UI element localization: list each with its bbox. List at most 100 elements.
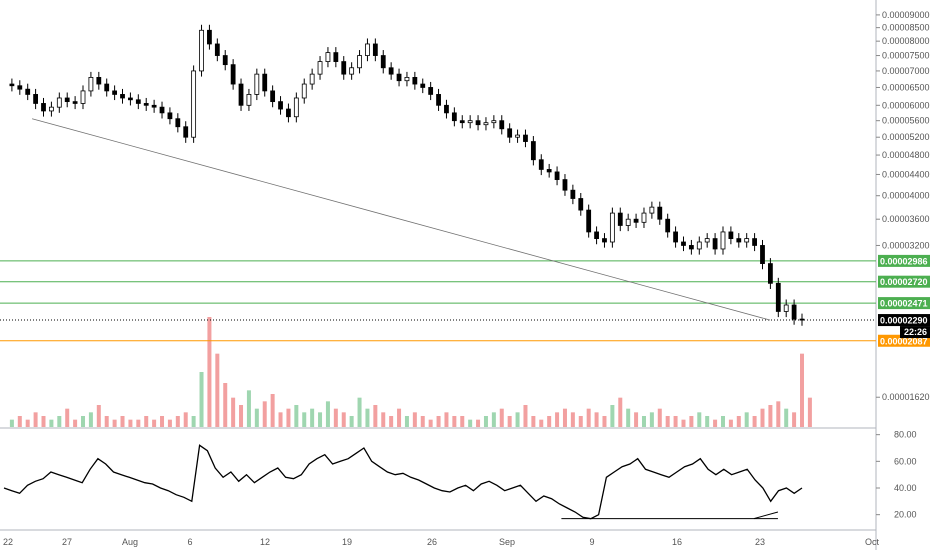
volume-bar bbox=[25, 419, 30, 427]
volume-bar bbox=[278, 412, 283, 427]
volume-bar bbox=[760, 408, 765, 427]
candle-body bbox=[175, 118, 181, 128]
candle-body bbox=[712, 238, 718, 250]
volume-bar bbox=[310, 408, 315, 427]
candle-body bbox=[151, 104, 157, 108]
volume-bar bbox=[460, 416, 465, 427]
volume-bar bbox=[389, 416, 394, 427]
candle-body bbox=[412, 76, 418, 85]
candle-body bbox=[41, 103, 46, 112]
candle-body bbox=[444, 104, 449, 114]
volume-bar bbox=[531, 416, 536, 427]
candle-body bbox=[665, 218, 671, 233]
volume-bar bbox=[17, 416, 22, 427]
candle-body bbox=[49, 106, 54, 112]
volume-bar bbox=[254, 408, 259, 427]
volume-bar bbox=[318, 412, 323, 427]
volume-bar bbox=[357, 397, 362, 427]
level-tag-bg bbox=[878, 297, 930, 310]
volume-bar bbox=[610, 405, 615, 427]
candle-body bbox=[159, 106, 165, 114]
volume-bar bbox=[736, 416, 741, 427]
candle-body bbox=[199, 29, 204, 72]
candle-body bbox=[301, 83, 307, 99]
candle-body bbox=[728, 231, 734, 239]
candle-body bbox=[309, 73, 315, 85]
candle-body bbox=[799, 318, 805, 321]
volume-bar bbox=[183, 412, 188, 427]
volume-bar bbox=[515, 412, 520, 427]
candle-body bbox=[404, 76, 410, 82]
volume-bar bbox=[681, 419, 686, 427]
volume-bar bbox=[246, 390, 251, 427]
price-tick-label: 0.00006500 bbox=[882, 82, 930, 92]
candle-body bbox=[775, 282, 781, 312]
candle-body bbox=[365, 43, 370, 56]
rsi-line bbox=[3, 444, 803, 520]
volume-bar bbox=[325, 401, 330, 427]
price-tick-label: 0.00005600 bbox=[882, 116, 930, 126]
volume-bar bbox=[294, 405, 299, 427]
candle-body bbox=[372, 43, 378, 56]
candle-body bbox=[673, 231, 678, 243]
volume-bar bbox=[365, 408, 370, 427]
volume-bar bbox=[728, 419, 733, 427]
volume-bar bbox=[215, 353, 220, 427]
horizontal-levels bbox=[0, 260, 876, 342]
volume-bar bbox=[120, 416, 125, 427]
volume-bar bbox=[49, 419, 54, 427]
volume-bar bbox=[9, 419, 14, 427]
volume-bar bbox=[81, 416, 86, 427]
volume-bar bbox=[547, 416, 552, 427]
candle-body bbox=[325, 52, 331, 62]
volume-bar bbox=[152, 419, 157, 427]
volume-bar bbox=[697, 412, 702, 427]
volume-bar bbox=[381, 412, 386, 427]
date-label: Oct bbox=[865, 537, 880, 547]
candle-body bbox=[515, 134, 520, 138]
level-tag-label: 0.00002290 bbox=[880, 316, 928, 326]
candle-body bbox=[554, 171, 560, 180]
date-label: Aug bbox=[122, 537, 138, 547]
volume-bar bbox=[404, 416, 409, 427]
volume-bar bbox=[88, 412, 93, 427]
date-label: 23 bbox=[755, 537, 765, 547]
level-tag-bg bbox=[878, 275, 930, 288]
candle-body bbox=[135, 99, 141, 104]
candle-body bbox=[562, 179, 568, 191]
volume-bar bbox=[578, 416, 583, 427]
volume-bar bbox=[231, 397, 236, 427]
candle-body bbox=[270, 90, 276, 103]
volume-bar bbox=[73, 419, 78, 427]
candle-body bbox=[214, 43, 220, 56]
candle-body bbox=[657, 206, 663, 220]
volume-bar bbox=[286, 408, 291, 427]
date-label: 19 bbox=[342, 537, 352, 547]
candle-body bbox=[25, 88, 31, 95]
volume-bar bbox=[634, 412, 639, 427]
volume-bar bbox=[586, 408, 591, 427]
volume-bar bbox=[128, 419, 133, 427]
volume-bar bbox=[618, 397, 623, 427]
volume-bar bbox=[270, 394, 275, 427]
countdown-label: 22:26 bbox=[904, 327, 927, 337]
axes: 0.00009000 0.00008500 0.00008000 0.00007500… bbox=[3, 10, 930, 547]
candle-body bbox=[120, 94, 125, 99]
volume-bar bbox=[744, 412, 749, 427]
candle-body bbox=[56, 97, 62, 108]
volume-bar bbox=[776, 401, 781, 427]
volume-bar bbox=[341, 412, 346, 427]
candle-body bbox=[128, 97, 133, 101]
volume-bar bbox=[657, 408, 662, 427]
candle-body bbox=[230, 64, 236, 85]
volume-bar bbox=[720, 416, 725, 427]
candle-body bbox=[112, 90, 118, 95]
candle-body bbox=[704, 238, 710, 243]
candle-body bbox=[530, 141, 536, 161]
candle-body bbox=[167, 112, 173, 120]
candle-body bbox=[96, 76, 102, 85]
candle-body bbox=[578, 198, 584, 211]
volume-bar bbox=[33, 412, 38, 427]
candle-body bbox=[570, 189, 576, 199]
